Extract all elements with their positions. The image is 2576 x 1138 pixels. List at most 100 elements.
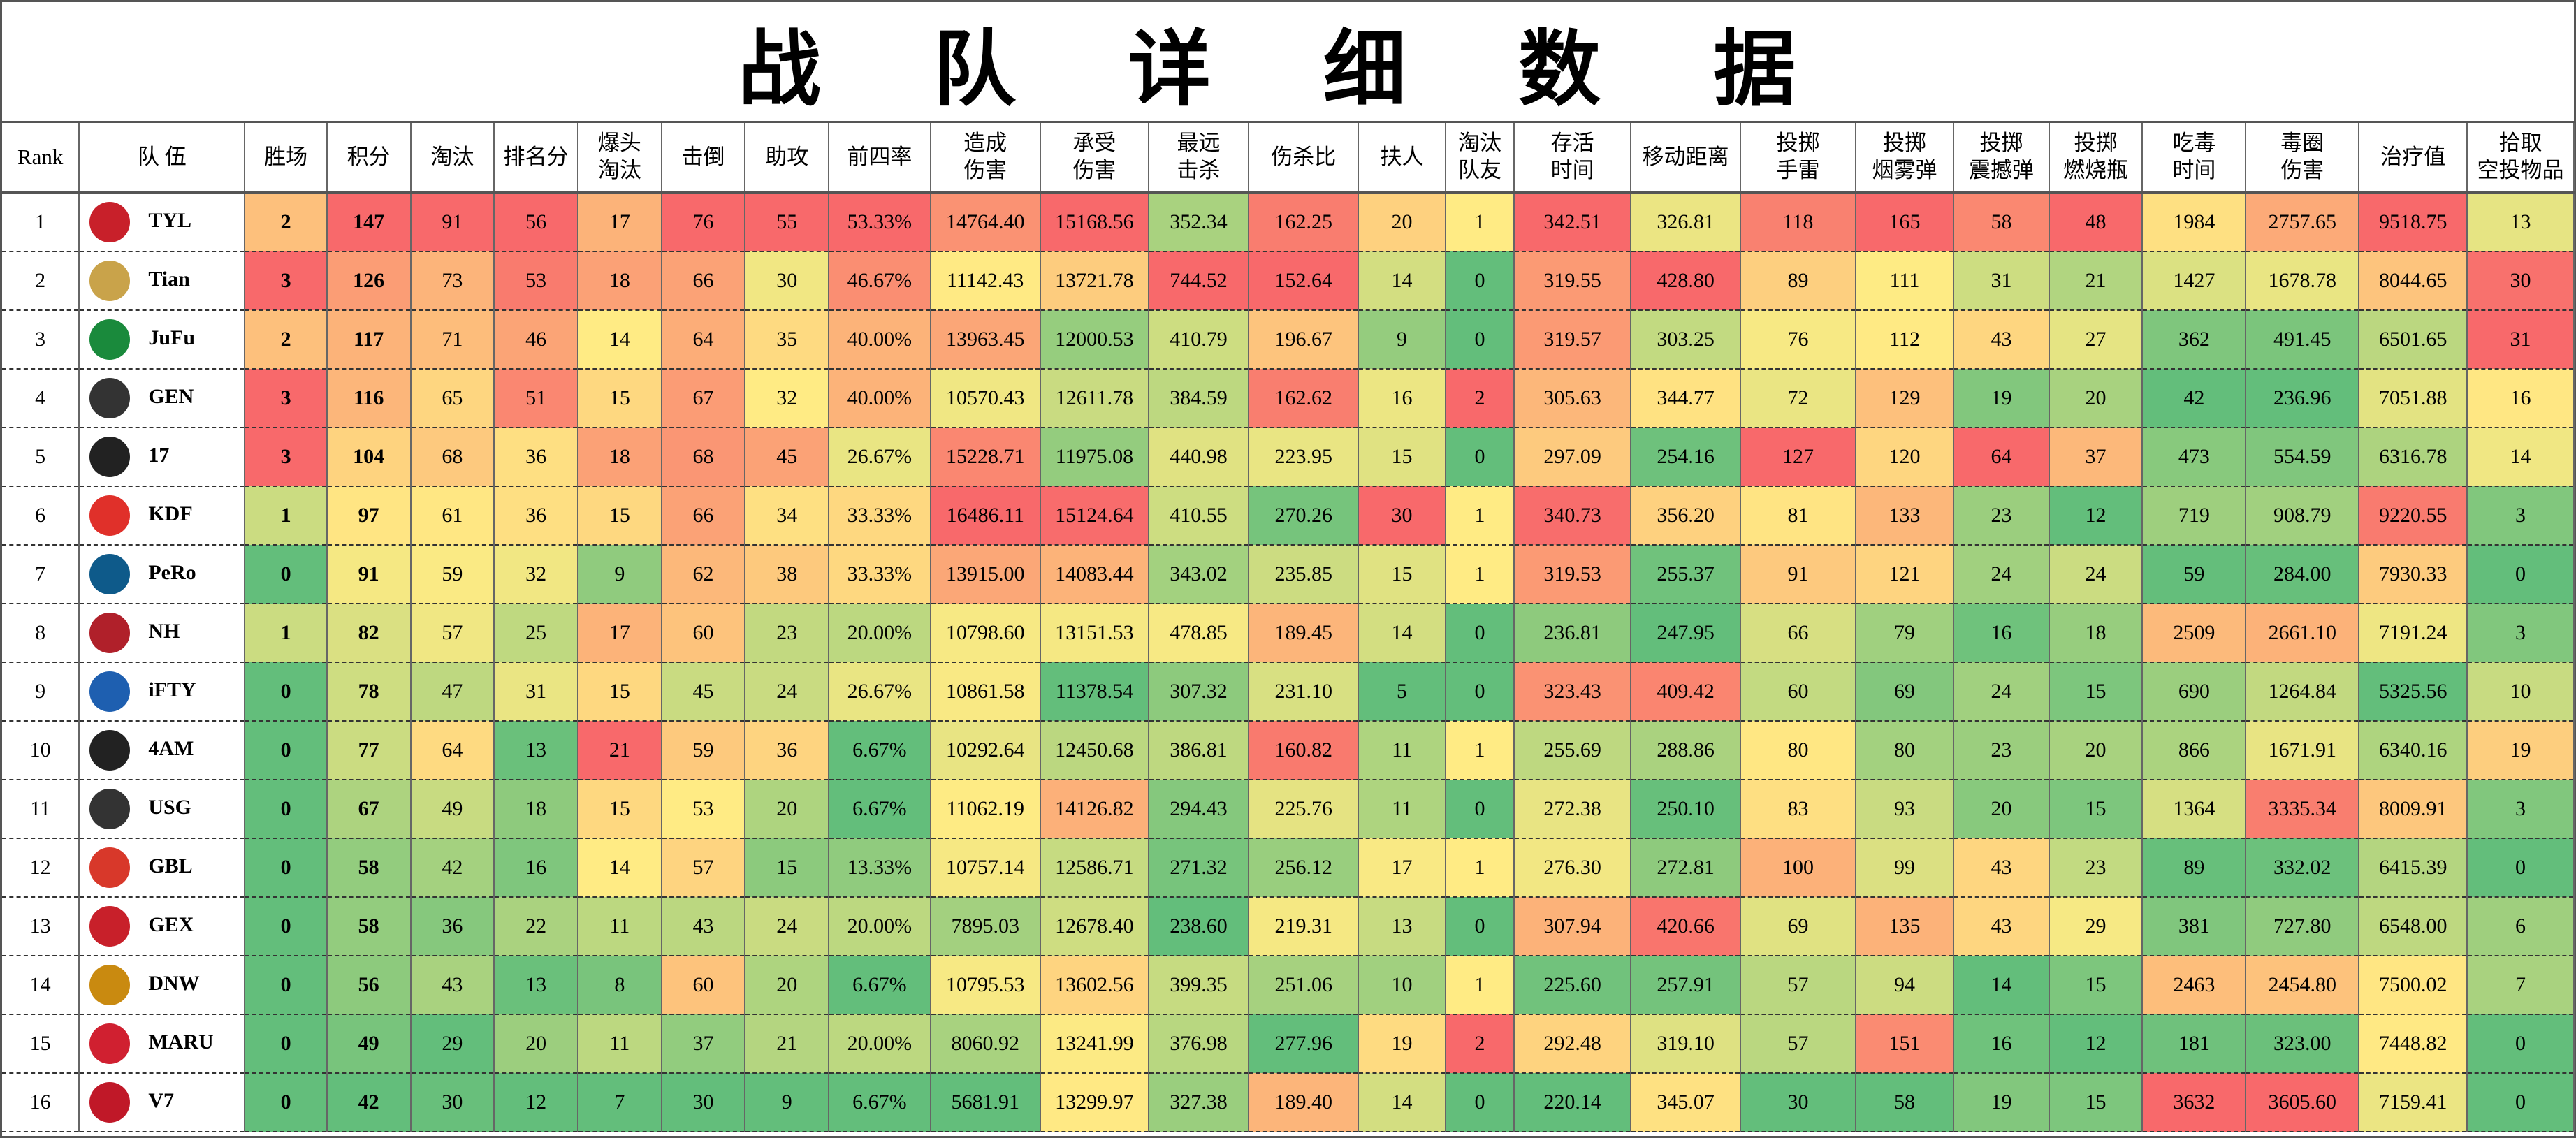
stat-cell: 235.85 xyxy=(1249,545,1360,604)
stat-cell: 7930.33 xyxy=(2359,545,2468,604)
stat-cell: 42 xyxy=(2142,369,2247,428)
stat-cell: 0 xyxy=(245,662,328,722)
stat-cell: 7051.88 xyxy=(2359,369,2468,428)
stat-cell: 219.31 xyxy=(1249,897,1360,956)
stat-cell: 68 xyxy=(410,428,495,487)
stat-cell: 11378.54 xyxy=(1040,662,1149,722)
stat-cell: 120 xyxy=(1855,428,1955,487)
stat-cell: 376.98 xyxy=(1148,1014,1250,1074)
stat-cell: 34 xyxy=(745,486,830,546)
stat-cell: 319.10 xyxy=(1631,1014,1742,1074)
rank-cell: 16 xyxy=(2,1073,80,1132)
stat-cell: 0 xyxy=(1445,1073,1515,1132)
stat-cell: 236.81 xyxy=(1514,604,1632,663)
stat-cell: 20.00% xyxy=(829,897,931,956)
stat-cell: 77 xyxy=(326,721,412,780)
stat-cell: 196.67 xyxy=(1249,310,1360,370)
stat-cell: 18 xyxy=(494,780,578,839)
column-header: 胜场 xyxy=(245,123,328,194)
column-header: 排名分 xyxy=(494,123,578,194)
stat-cell: 9518.75 xyxy=(2359,192,2468,252)
stat-cell: 121 xyxy=(1855,545,1955,604)
stat-cell: 0 xyxy=(1445,780,1515,839)
table-row: 6 KDF 1 97 61 36 15 66 34 33.33% 16486.11 15124.64 4… xyxy=(2,486,2575,546)
stat-cell: 60 xyxy=(1740,662,1856,722)
stat-cell: 46.67% xyxy=(829,251,931,311)
stat-cell: 10292.64 xyxy=(930,721,1041,780)
team-name: PeRo xyxy=(148,560,196,584)
stat-cell: 6415.39 xyxy=(2359,838,2468,898)
stat-cell: 24 xyxy=(745,662,830,722)
stat-cell: 381 xyxy=(2142,897,2247,956)
stat-cell: 14126.82 xyxy=(1040,780,1149,839)
stat-cell: 23 xyxy=(2049,838,2144,898)
column-header: 造成 伤害 xyxy=(930,123,1041,194)
team-cell: TYL xyxy=(79,192,246,252)
team-cell: MARU xyxy=(79,1014,246,1074)
column-header: 存活 时间 xyxy=(1514,123,1632,194)
stat-cell: 2 xyxy=(245,310,328,370)
stat-cell: 104 xyxy=(326,428,412,487)
stat-cell: 12 xyxy=(2049,486,2144,546)
stat-cell: 11 xyxy=(1358,780,1446,839)
stat-cell: 46 xyxy=(494,310,578,370)
rank-cell: 2 xyxy=(2,251,80,311)
stat-cell: 6.67% xyxy=(829,1073,931,1132)
stat-cell: 13.33% xyxy=(829,838,931,898)
stat-cell: 59 xyxy=(410,545,495,604)
stat-cell: 165 xyxy=(1855,192,1955,252)
stat-cell: 99 xyxy=(1855,838,1955,898)
stat-cell: 6501.65 xyxy=(2359,310,2468,370)
stat-cell: 189.40 xyxy=(1249,1073,1360,1132)
stat-cell: 384.59 xyxy=(1148,369,1250,428)
team-name: MARU xyxy=(148,1030,214,1053)
stat-cell: 272.38 xyxy=(1514,780,1632,839)
stat-cell: 18 xyxy=(2049,604,2144,663)
stat-cell: 16486.11 xyxy=(930,486,1041,546)
column-header: 伤杀比 xyxy=(1249,123,1360,194)
stat-cell: 0 xyxy=(245,780,328,839)
team-cell: KDF xyxy=(79,486,246,546)
stat-cell: 31 xyxy=(2467,310,2575,370)
team-cell: 4AM xyxy=(79,721,246,780)
table-row: 3 JuFu 2 117 71 46 14 64 35 40.00% 13963.45 12000.5… xyxy=(2,310,2575,370)
stat-cell: 11062.19 xyxy=(930,780,1041,839)
stat-cell: 6 xyxy=(2467,897,2575,956)
stat-cell: 22 xyxy=(494,897,578,956)
stat-cell: 14 xyxy=(577,310,662,370)
stat-cell: 0 xyxy=(245,721,328,780)
stat-cell: 0 xyxy=(245,956,328,1015)
stat-cell: 19 xyxy=(2467,721,2575,780)
stat-cell: 238.60 xyxy=(1148,897,1250,956)
team-cell: 17 xyxy=(79,428,246,487)
stat-cell: 30 xyxy=(1358,486,1446,546)
stat-cell: 100 xyxy=(1740,838,1856,898)
stat-cell: 38 xyxy=(745,545,830,604)
column-header: 积分 xyxy=(326,123,412,194)
stat-cell: 147 xyxy=(326,192,412,252)
stat-cell: 0 xyxy=(2467,545,2575,604)
stat-cell: 31 xyxy=(494,662,578,722)
stat-cell: 73 xyxy=(410,251,495,311)
team-logo xyxy=(89,847,131,888)
stat-cell: 20.00% xyxy=(829,1014,931,1074)
stat-cell: 340.73 xyxy=(1514,486,1632,546)
stat-cell: 33.33% xyxy=(829,486,931,546)
stat-cell: 66 xyxy=(661,251,746,311)
stat-cell: 9 xyxy=(745,1073,830,1132)
stat-cell: 9 xyxy=(577,545,662,604)
stat-cell: 0 xyxy=(1445,251,1515,311)
stat-cell: 13602.56 xyxy=(1040,956,1149,1015)
stat-cell: 356.20 xyxy=(1631,486,1742,546)
stat-cell: 491.45 xyxy=(2246,310,2360,370)
table-row: 14 DNW 0 56 43 13 8 60 20 6.67% 10795.53 13602.56 39… xyxy=(2,956,2575,1015)
stat-cell: 440.98 xyxy=(1148,428,1250,487)
stat-cell: 13299.97 xyxy=(1040,1073,1149,1132)
stat-cell: 11 xyxy=(577,897,662,956)
stat-cell: 14 xyxy=(1358,251,1446,311)
stat-cell: 6.67% xyxy=(829,956,931,1015)
team-name: GEX xyxy=(148,912,194,936)
title: 战 队 详 细 数 据 xyxy=(2,2,2574,123)
stat-cell: 53 xyxy=(494,251,578,311)
stat-cell: 17 xyxy=(577,604,662,663)
